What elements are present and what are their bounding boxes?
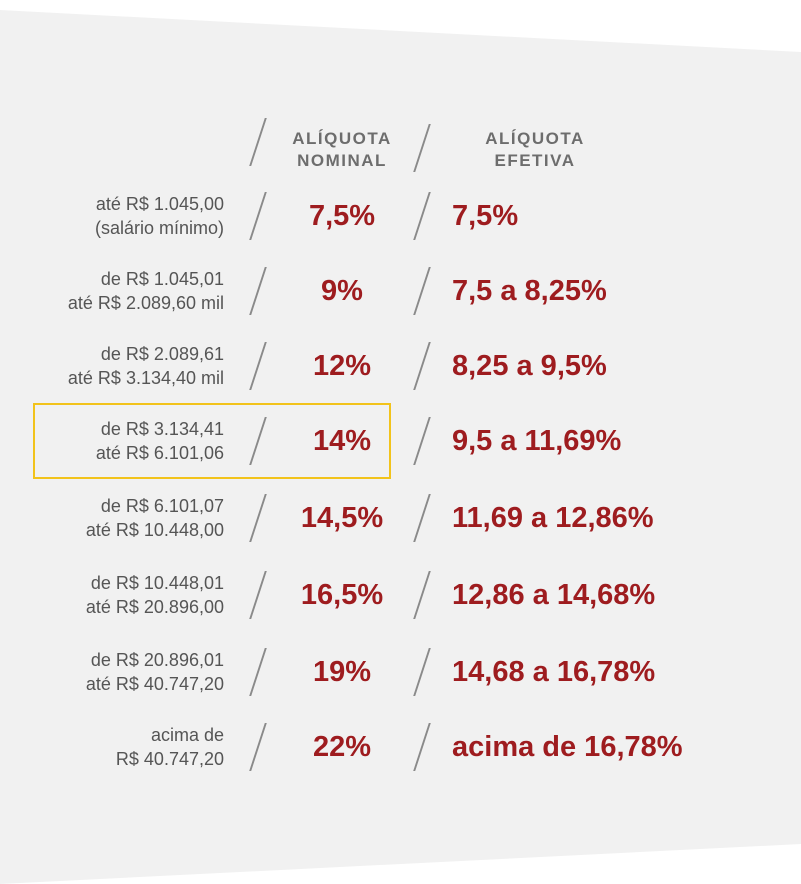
income-range: de R$ 2.089,61 até R$ 3.134,40 mil — [68, 342, 224, 390]
income-range: de R$ 3.134,41 até R$ 6.101,06 — [96, 417, 224, 465]
header-aliquota-nominal: ALÍQUOTA NOMINAL — [272, 128, 412, 178]
divider-slash — [413, 267, 431, 315]
nominal-rate: 19% — [312, 656, 372, 688]
header-line: EFETIVA — [494, 151, 576, 170]
income-range-line: R$ 40.747,20 — [115, 749, 224, 769]
income-range-line: até R$ 40.747,20 — [85, 674, 224, 694]
header-line: NOMINAL — [297, 151, 387, 170]
divider-slash — [249, 267, 267, 315]
income-range-line: até R$ 2.089,60 mil — [67, 293, 224, 313]
header-aliquota-efetiva: ALÍQUOTA EFETIVA — [460, 128, 610, 178]
income-range-line: (salário mínimo) — [94, 218, 224, 238]
divider-slash — [249, 571, 267, 619]
effective-rate: 7,5% — [452, 200, 519, 232]
table-row: de R$ 10.448,01 até R$ 20.896,00 16,5% 12,8… — [0, 567, 801, 627]
income-range-line: de R$ 1.045,01 — [100, 269, 224, 289]
nominal-rate: 12% — [312, 350, 372, 382]
divider-slash — [249, 494, 267, 542]
nominal-rate: 22% — [312, 731, 372, 763]
nominal-rate: 7,5% — [308, 200, 376, 232]
income-range-line: acima de — [150, 725, 224, 745]
divider-slash — [249, 417, 267, 465]
table-row: de R$ 20.896,01 até R$ 40.747,20 19% 14,68 … — [0, 644, 801, 704]
divider-slash — [413, 417, 431, 465]
divider-slash — [249, 192, 267, 240]
income-range-line: de R$ 10.448,01 — [90, 573, 224, 593]
table-row: acima de R$ 40.747,20 22% acima de 16,78% — [0, 719, 801, 779]
divider-slash — [413, 723, 431, 771]
effective-rate: acima de 16,78% — [452, 731, 683, 763]
header-line: ALÍQUOTA — [485, 129, 585, 148]
income-range-line: até R$ 3.134,40 mil — [67, 368, 224, 388]
divider-slash — [413, 192, 431, 240]
divider-slash — [413, 494, 431, 542]
income-range: de R$ 6.101,07 até R$ 10.448,00 — [86, 494, 224, 542]
effective-rate: 7,5 a 8,25% — [452, 275, 607, 307]
income-range-line: de R$ 2.089,61 — [100, 344, 224, 364]
income-range-line: até R$ 6.101,06 — [95, 443, 224, 463]
effective-rate: 11,69 a 12,86% — [452, 502, 654, 534]
divider-slash — [413, 648, 431, 696]
income-range: de R$ 20.896,01 até R$ 40.747,20 — [86, 648, 224, 696]
divider-slash — [413, 571, 431, 619]
nominal-rate: 9% — [321, 275, 363, 307]
income-range: de R$ 1.045,01 até R$ 2.089,60 mil — [68, 267, 224, 315]
table-row: de R$ 3.134,41 até R$ 6.101,06 14% 9,5 a 11… — [0, 413, 801, 473]
effective-rate: 9,5 a 11,69% — [452, 425, 622, 457]
header-line: ALÍQUOTA — [292, 129, 392, 148]
income-range-line: de R$ 3.134,41 — [100, 419, 224, 439]
income-range-line: de R$ 6.101,07 — [100, 496, 224, 516]
divider-slash — [413, 342, 431, 390]
nominal-rate: 16,5% — [300, 579, 384, 611]
income-range: até R$ 1.045,00 (salário mínimo) — [95, 192, 224, 240]
income-range-line: de R$ 20.896,01 — [90, 650, 224, 670]
table-row: de R$ 2.089,61 até R$ 3.134,40 mil 12% 8,25… — [0, 338, 801, 398]
divider-slash — [249, 723, 267, 771]
income-range-line: até R$ 20.896,00 — [85, 597, 224, 617]
income-range: acima de R$ 40.747,20 — [116, 723, 224, 771]
nominal-rate: 14,5% — [300, 502, 384, 534]
effective-rate: 14,68 a 16,78% — [452, 656, 656, 688]
highlight-box — [33, 403, 391, 479]
effective-rate: 12,86 a 14,68% — [452, 579, 656, 611]
nominal-rate: 14% — [312, 425, 372, 457]
income-range-line: até R$ 1.045,00 — [95, 194, 224, 214]
table-row: de R$ 1.045,01 até R$ 2.089,60 mil 9% 7,5 a… — [0, 263, 801, 323]
income-range-line: até R$ 10.448,00 — [85, 520, 224, 540]
divider-slash — [249, 648, 267, 696]
income-range: de R$ 10.448,01 até R$ 20.896,00 — [86, 571, 224, 619]
table-row: de R$ 6.101,07 até R$ 10.448,00 14,5% 11,69… — [0, 490, 801, 550]
divider-slash — [249, 342, 267, 390]
table-row: até R$ 1.045,00 (salário mínimo) 7,5% 7,5% — [0, 188, 801, 248]
effective-rate: 8,25 a 9,5% — [452, 350, 607, 382]
